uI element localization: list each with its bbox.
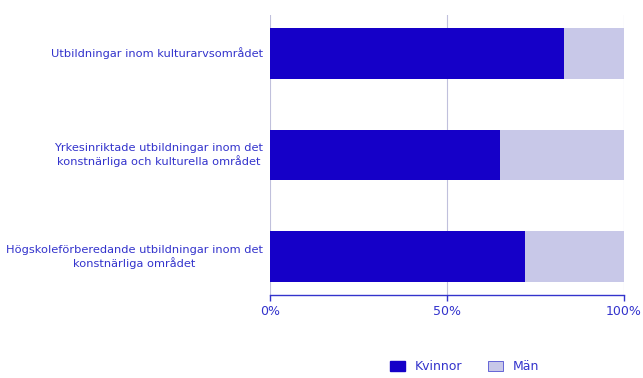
Bar xyxy=(500,130,624,180)
Text: Yrkesinriktade utbildningar inom det
konstnärliga och kulturella området: Yrkesinriktade utbildningar inom det kon… xyxy=(54,143,263,167)
Bar xyxy=(563,28,624,79)
Bar xyxy=(270,231,525,282)
Legend: Kvinnor, Män: Kvinnor, Män xyxy=(385,355,544,378)
Bar xyxy=(270,130,500,180)
Bar xyxy=(525,231,624,282)
Text: Högskoleförberedande utbildningar inom det
konstnärliga området: Högskoleförberedande utbildningar inom d… xyxy=(6,245,263,269)
Bar xyxy=(270,28,563,79)
Text: Utbildningar inom kulturarvsområdet: Utbildningar inom kulturarvsområdet xyxy=(51,47,263,59)
